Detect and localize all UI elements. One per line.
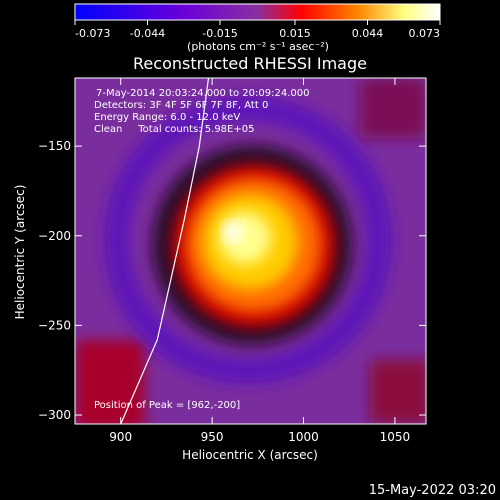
annotation-peak-position: Position of Peak = [962,-200]	[94, 400, 240, 411]
colorbar-tick-label: -0.015	[202, 27, 237, 40]
colorbar-tick-label: -0.044	[130, 27, 165, 40]
colorbar	[74, 3, 441, 21]
colorbar-units-label: (photons cm⁻² s⁻¹ asec⁻²)	[187, 40, 329, 53]
annotation-energy-range: Energy Range: 6.0 - 12.0 keV	[94, 112, 240, 123]
y-tick-label: −300	[38, 408, 71, 422]
annotation-time-range: 7-May-2014 20:03:24.000 to 20:09:24.000	[96, 88, 309, 99]
x-axis-ticks: 900 950 1000 1050	[109, 78, 410, 444]
colorbar-tick-label: -0.073	[75, 27, 110, 40]
x-tick-label: 1050	[380, 430, 411, 444]
heatmap-image	[75, 78, 426, 424]
footer-timestamp: 15-May-2022 03:20	[369, 483, 496, 498]
x-tick-label: 1000	[288, 430, 319, 444]
chart-title: Reconstructed RHESSI Image	[133, 54, 367, 73]
y-tick-label: −150	[38, 139, 71, 153]
y-axis-ticks: −150 −200 −250 −300	[38, 139, 426, 422]
plot-frame	[74, 77, 427, 425]
x-tick-label: 950	[201, 430, 224, 444]
y-axis-label: Heliocentric Y (arcsec)	[13, 185, 27, 320]
colorbar-tick-label: 0.073	[409, 27, 441, 40]
colorbar-tick-label: 0.015	[279, 27, 311, 40]
solar-limb-curve	[120, 78, 210, 424]
x-axis-label: Heliocentric X (arcsec)	[182, 448, 318, 462]
annotation-clean-counts: Clean Total counts: 5.98E+05	[94, 124, 254, 135]
colorbar-ticks: -0.073 -0.044 -0.015 0.015 0.044 0.073	[74, 20, 441, 40]
y-tick-label: −250	[38, 318, 71, 332]
colorbar-tick-label: 0.044	[352, 27, 384, 40]
x-tick-label: 900	[109, 430, 132, 444]
y-tick-label: −200	[38, 229, 71, 243]
annotation-detectors: Detectors: 3F 4F 5F 6F 7F 8F, Att 0	[94, 100, 268, 111]
